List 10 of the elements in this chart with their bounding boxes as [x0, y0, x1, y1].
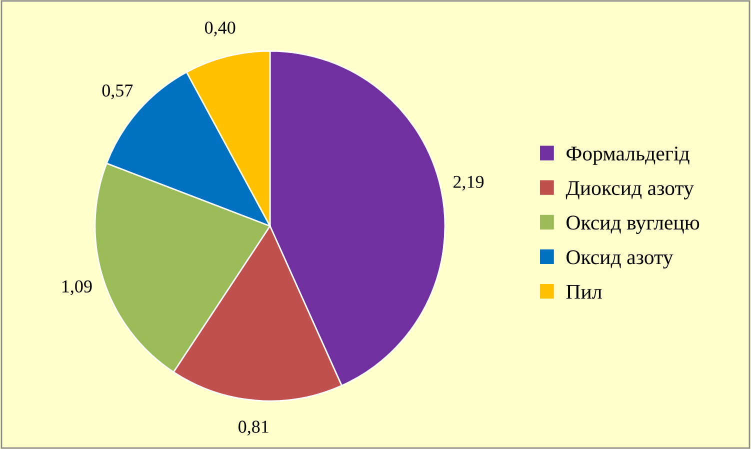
legend-label: Оксид вуглецю: [566, 216, 700, 234]
data-label: 2,19: [453, 176, 484, 191]
legend-label: Оксид азоту: [566, 250, 674, 269]
legend-label: Пил: [566, 284, 602, 299]
legend-label: Формальдегід: [566, 146, 690, 165]
data-label: 0,81: [238, 420, 268, 436]
data-label: 0,57: [102, 84, 133, 100]
data-label: 1,09: [62, 280, 92, 296]
data-label: 0,40: [204, 22, 236, 36]
legend-label: Диоксид азоту: [566, 181, 694, 200]
